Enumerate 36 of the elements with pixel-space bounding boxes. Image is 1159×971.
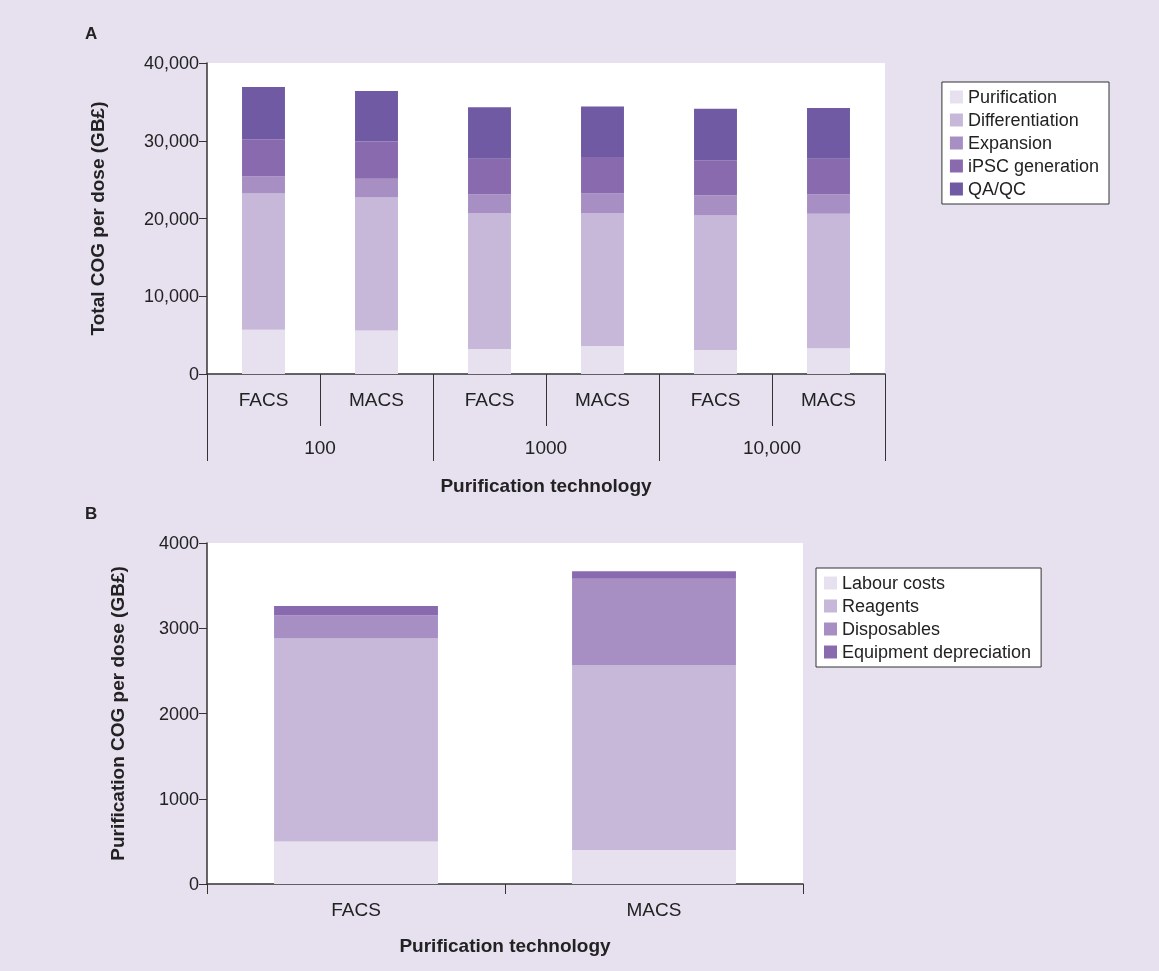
y-tick-label: 0	[188, 364, 199, 384]
y-tick-label: 30,000	[143, 130, 199, 151]
y-tick-label: 10,000	[143, 286, 199, 307]
legend-label: Purification	[967, 87, 1057, 107]
chart-title: B	[85, 504, 98, 523]
x-tick-label: MACS	[349, 389, 404, 410]
y-tick-label: 2000	[158, 703, 199, 724]
legend-label: Disposables	[842, 619, 941, 639]
y-tick-label: 1000	[158, 788, 199, 809]
y-tick-label: 0	[188, 874, 199, 894]
x-tick-label: FACS	[238, 389, 289, 410]
text: 100	[304, 437, 336, 458]
text: 10,000	[742, 437, 802, 458]
legend-label: Differentiation	[967, 110, 1079, 130]
x-tick-label: MACS	[575, 389, 630, 410]
x-tick-label: MACS	[626, 899, 682, 920]
x-tick-label: MACS	[801, 389, 856, 410]
legend-label: QA/QC	[967, 179, 1026, 199]
y-tick-label: 40,000	[143, 53, 199, 73]
x-tick-label: FACS	[464, 389, 515, 410]
legend-label: Expansion	[967, 133, 1052, 153]
legend-label: Equipment depreciation	[842, 642, 1032, 662]
x-axis-title: Purification technology	[440, 475, 652, 496]
x-tick-label: FACS	[331, 899, 381, 920]
x-tick-label: FACS	[690, 389, 741, 410]
x-axis-title: Purification technology	[399, 935, 611, 956]
y-axis-title: Total COG per dose (GB£)	[87, 101, 108, 336]
text: 1000	[524, 437, 568, 458]
legend-label: Labour costs	[842, 573, 946, 593]
y-tick-label: 4000	[158, 533, 199, 553]
y-tick-label: 20,000	[143, 208, 199, 229]
y-axis-title: Purification COG per dose (GB£)	[107, 566, 128, 861]
y-tick-label: 3000	[158, 618, 199, 639]
legend-label: Reagents	[842, 596, 920, 616]
chart-title: A	[85, 24, 98, 43]
legend-label: iPSC generation	[967, 156, 1100, 176]
